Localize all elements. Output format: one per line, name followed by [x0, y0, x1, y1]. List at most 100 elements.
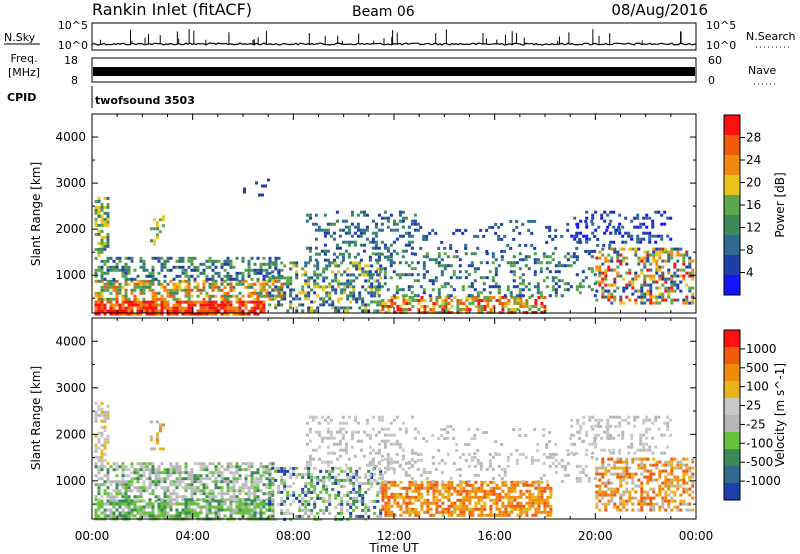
- velocity-cells: [94, 401, 695, 521]
- radar-cell: [688, 289, 692, 293]
- radar-cell: [465, 507, 469, 511]
- radar-cell: [115, 297, 119, 301]
- radar-cell: [136, 309, 140, 313]
- radar-cell: [679, 247, 683, 251]
- radar-cell: [329, 460, 333, 464]
- radar-cell: [193, 514, 197, 518]
- radar-cell: [540, 495, 544, 499]
- radar-cell: [494, 440, 498, 443]
- y-tick-label: 1000: [55, 268, 86, 282]
- radar-cell: [534, 480, 538, 484]
- radar-cell: [379, 484, 383, 488]
- radar-cell: [238, 282, 242, 286]
- radar-cell: [118, 499, 122, 503]
- radar-cell: [154, 312, 158, 316]
- radar-cell: [97, 404, 101, 408]
- radar-cell: [595, 490, 599, 494]
- radar-cell: [359, 439, 363, 443]
- radar-cell: [352, 279, 356, 283]
- radar-cell: [172, 312, 176, 316]
- radar-cell: [115, 502, 119, 506]
- radar-cell: [229, 285, 233, 289]
- radar-cell: [468, 296, 472, 299]
- radar-cell: [516, 495, 520, 499]
- radar-cell: [235, 502, 239, 506]
- radar-cell: [637, 484, 641, 488]
- radar-cell: [465, 495, 469, 499]
- radar-cell: [193, 312, 197, 316]
- radar-cell: [283, 487, 287, 491]
- radar-cell: [518, 294, 522, 298]
- radar-cell: [316, 282, 320, 286]
- radar-cell: [618, 424, 622, 428]
- radar-cell: [609, 210, 613, 214]
- radar-cell: [566, 228, 570, 232]
- radar-cell: [387, 513, 391, 517]
- radar-cell: [145, 268, 149, 272]
- radar-cell: [497, 285, 501, 289]
- radar-cell: [646, 493, 650, 497]
- radar-cell: [539, 294, 543, 298]
- radar-cell: [250, 268, 254, 272]
- radar-cell: [640, 259, 644, 263]
- radar-cell: [109, 511, 113, 515]
- radar-cell: [349, 273, 353, 277]
- radar-cell: [226, 480, 230, 484]
- radar-cell: [489, 504, 493, 508]
- radar-cell: [262, 274, 266, 278]
- radar-cell: [208, 277, 212, 281]
- radar-cell: [319, 478, 323, 482]
- radar-cell: [465, 305, 469, 308]
- radar-cell: [594, 210, 598, 214]
- radar-cell: [500, 249, 504, 253]
- radar-cell: [398, 210, 402, 214]
- radar-cell: [491, 225, 495, 229]
- radar-cell: [214, 505, 218, 509]
- radar-cell: [407, 285, 411, 289]
- radar-cell: [413, 222, 417, 226]
- radar-cell: [196, 514, 200, 518]
- radar-cell: [582, 234, 586, 238]
- radar-cell: [643, 463, 647, 467]
- radar-cell: [331, 475, 335, 479]
- radar-cell: [380, 415, 384, 419]
- radar-cell: [425, 270, 429, 274]
- radar-cell: [97, 486, 101, 490]
- radar-cell: [346, 306, 350, 310]
- radar-cell: [682, 472, 686, 476]
- radar-cell: [103, 259, 107, 263]
- radar-cell: [679, 460, 683, 464]
- radar-cell: [352, 261, 356, 265]
- radar-cell: [598, 271, 602, 275]
- radar-cell: [625, 286, 629, 290]
- radar-cell: [202, 262, 206, 266]
- radar-cell: [277, 300, 281, 304]
- radar-cell: [408, 501, 412, 505]
- radar-cell: [545, 479, 549, 483]
- radar-cell: [187, 477, 191, 481]
- radar-cell: [376, 279, 380, 283]
- radar-cell: [640, 286, 644, 290]
- radar-cell: [533, 252, 537, 256]
- radar-cell: [139, 499, 143, 503]
- radar-cell: [661, 487, 665, 491]
- radar-cell: [413, 267, 417, 271]
- radar-cell: [566, 264, 570, 268]
- radar-cell: [584, 464, 588, 468]
- radar-cell: [456, 302, 460, 305]
- radar-cell: [121, 471, 125, 475]
- radar-cell: [534, 299, 538, 302]
- radar-cell: [543, 308, 547, 311]
- radar-cell: [392, 442, 396, 446]
- radar-cell: [607, 457, 611, 461]
- radar-cell: [106, 416, 110, 420]
- radar-cell: [474, 296, 478, 299]
- radar-cell: [259, 462, 263, 466]
- radar-cell: [103, 244, 107, 248]
- radar-cell: [540, 486, 544, 490]
- radar-cell: [673, 289, 677, 293]
- radar-cell: [450, 483, 454, 487]
- radar-cell: [537, 489, 541, 493]
- radar-cell: [307, 472, 311, 476]
- radar-cell: [295, 514, 299, 518]
